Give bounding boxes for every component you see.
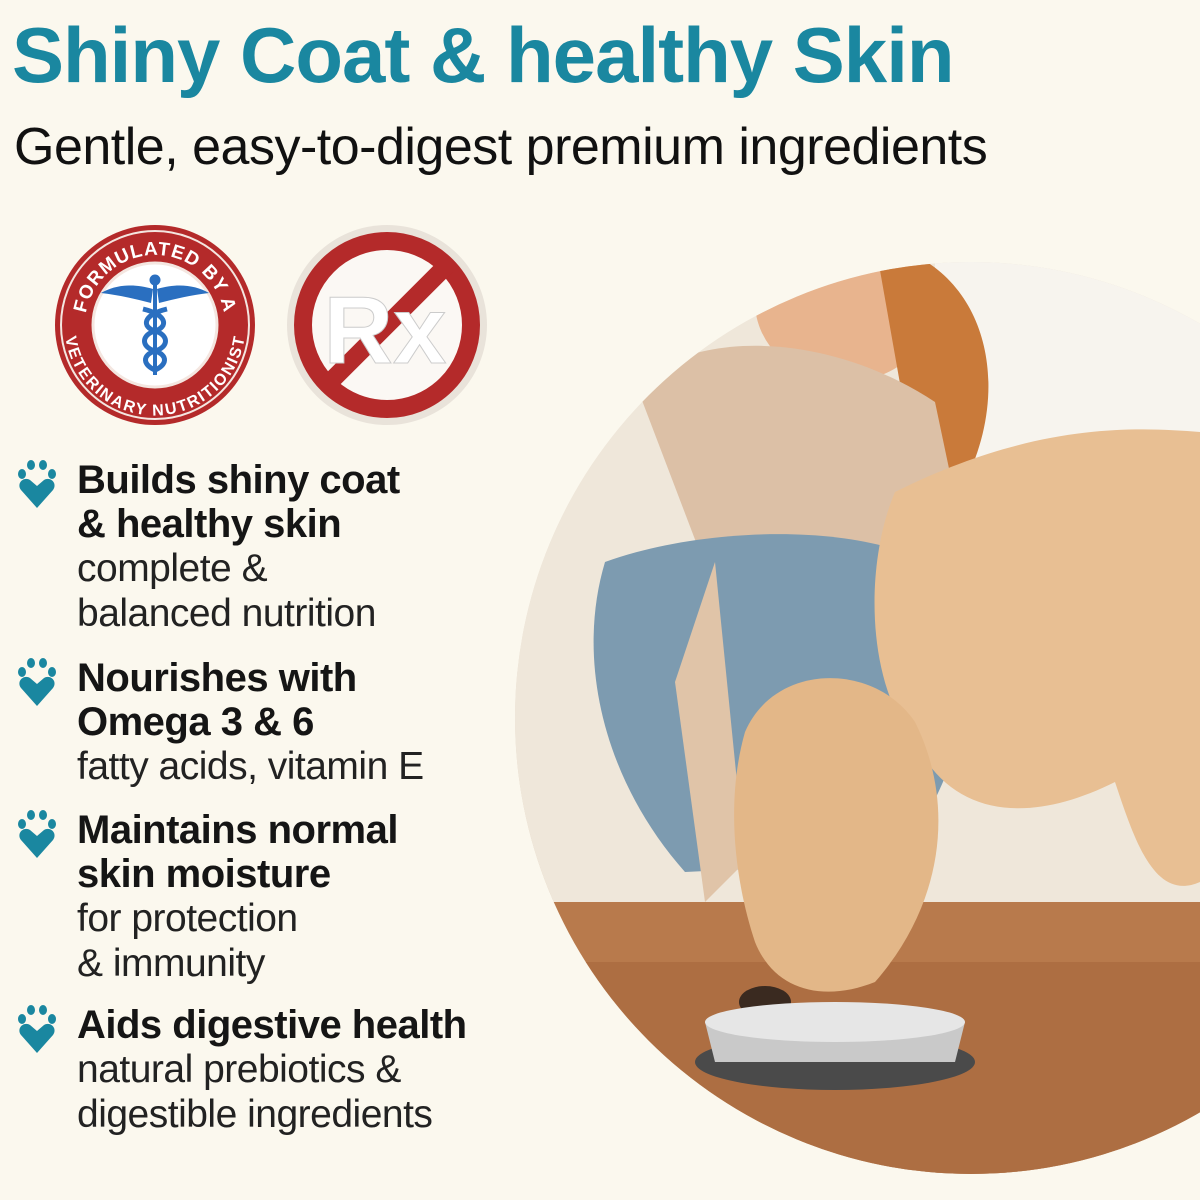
no-prescription-icon (320, 258, 454, 392)
benefit-detail: fatty acids, vitamin E (77, 745, 424, 788)
benefit-detail: complete & (77, 547, 268, 590)
no-prescription-badge: Rx (287, 225, 487, 425)
benefit-heading: skin moisture (77, 852, 331, 896)
benefit-detail: natural prebiotics & (77, 1048, 401, 1091)
benefit-detail: for protection (77, 897, 298, 940)
benefit-heading: & healthy skin (77, 502, 342, 546)
benefit-heading: Aids digestive health (77, 1003, 467, 1047)
page-title: Shiny Coat & healthy Skin (12, 11, 955, 99)
benefit-detail: digestible ingredients (77, 1093, 433, 1136)
benefit-heading: Maintains normal (77, 808, 398, 852)
paw-heart-icon (18, 460, 56, 508)
paw-heart-icon (18, 810, 56, 858)
vet-nutritionist-seal: FORMULATED BY A VETERINARY NUTRITIONIST (55, 225, 255, 425)
benefit-heading: Omega 3 & 6 (77, 700, 314, 744)
page-subtitle: Gentle, easy-to-digest premium ingredien… (14, 118, 988, 176)
benefit-detail: & immunity (77, 942, 265, 985)
woman-feeding-dog-photo (515, 262, 1200, 1174)
paw-heart-icon (18, 1005, 56, 1053)
paw-heart-icon (18, 658, 56, 706)
benefit-heading: Builds shiny coat (77, 458, 400, 502)
rx-symbol: Rx (324, 277, 447, 384)
benefit-detail: balanced nutrition (77, 592, 376, 635)
caduceus-icon (101, 274, 209, 375)
benefit-heading: Nourishes with (77, 656, 357, 700)
